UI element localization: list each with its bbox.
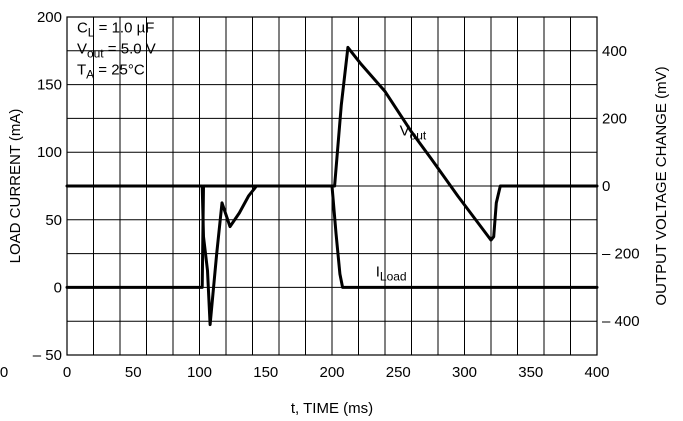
left-y-tick-label: 50 <box>45 212 62 229</box>
series-line-out <box>65 45 599 327</box>
right-y-tick-label: 200 <box>602 110 627 127</box>
x-tick-label-extra: 0 <box>0 364 8 381</box>
left-y-tick-label: 0 <box>54 279 62 296</box>
x-tick-label: 400 <box>584 364 609 381</box>
x-axis-title: t, TIME (ms) <box>291 400 373 417</box>
x-tick-label: 100 <box>187 364 212 381</box>
x-tick-label: 250 <box>386 364 411 381</box>
series-layer <box>65 45 599 327</box>
left-y-tick-label: – 50 <box>33 347 62 364</box>
series-label-vout: Vout <box>400 122 427 142</box>
x-tick-label: 50 <box>125 364 142 381</box>
x-tick-label: 150 <box>253 364 278 381</box>
left-y-tick-label: 100 <box>37 144 62 161</box>
condition-line: Vout = 5.0 V <box>77 41 156 61</box>
right-y-axis-title: OUTPUT VOLTAGE CHANGE (mV) <box>653 66 670 305</box>
x-tick-label: 350 <box>518 364 543 381</box>
x-tick-label: 0 <box>63 364 71 381</box>
right-y-tick-label: – 400 <box>602 313 640 330</box>
right-y-tick-label: 0 <box>602 178 610 195</box>
right-y-tick-label: – 200 <box>602 246 640 263</box>
right-y-tick-label: 400 <box>602 43 627 60</box>
series-label-iload: ILoad <box>376 264 407 284</box>
left-y-tick-label: 200 <box>37 9 62 26</box>
left-y-axis-title: LOAD CURRENT (mA) <box>7 109 24 264</box>
condition-line: CL = 1.0 µF <box>77 20 154 40</box>
condition-line: TA = 25°C <box>77 62 145 82</box>
x-tick-label: 200 <box>319 364 344 381</box>
series-line-load <box>65 184 599 289</box>
x-tick-label: 300 <box>452 364 477 381</box>
series-labels: Vout ILoad <box>376 122 427 283</box>
left-y-tick-label: 150 <box>37 77 62 94</box>
